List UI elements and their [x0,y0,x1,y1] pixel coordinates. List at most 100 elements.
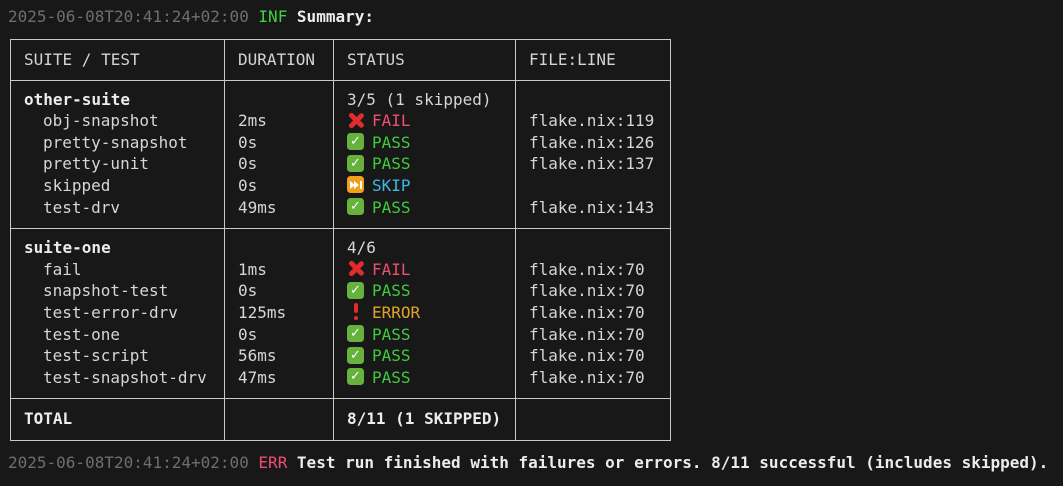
status-label: PASS [372,281,411,301]
skip-forward-icon [347,176,364,194]
test-name-cell: obj-snapshot [10,110,225,132]
header-suite-test: SUITE / TEST [10,39,225,81]
check-mark-icon [347,325,364,343]
test-name-cell: snapshot-test [10,280,225,302]
status-label: PASS [372,132,411,152]
duration-cell: 49ms [224,196,334,229]
file-line-cell: flake.nix:143 [515,196,671,229]
file-line-cell: flake.nix:137 [515,153,671,175]
duration-cell: 47ms [224,366,334,399]
status-cell: ERROR [333,301,516,324]
test-row: fail 1ms FAIL flake.nix:70 [10,258,671,281]
suite-duration-cell [224,228,334,259]
test-name-cell: test-one [10,323,225,346]
check-mark-icon [347,133,364,151]
status-cell: PASS [333,196,516,229]
file-line-cell: flake.nix:70 [515,323,671,346]
duration-cell: 0s [224,280,334,302]
log-level-info: INF [258,7,288,26]
suite-section: suite-one 4/6 fail 1ms FAIL flake.nix:70 snaps… [10,228,671,399]
log-level-error: ERR [258,452,288,472]
check-mark-icon [347,154,364,172]
summary-table: SUITE / TEST DURATION STATUS FILE:LINE o… [10,39,671,441]
file-line-cell: flake.nix:70 [515,345,671,367]
total-duration-cell [224,398,334,441]
check-mark-icon [347,198,364,216]
suite-duration-cell [224,80,334,111]
test-name-cell: test-error-drv [10,301,225,324]
total-file-cell [515,398,671,441]
status-label: PASS [372,346,411,366]
status-label: FAIL [372,111,411,131]
file-line-cell: flake.nix:119 [515,110,671,132]
log-timestamp: 2025-06-08T20:41:24+02:00 [8,7,249,26]
suite-name-cell: other-suite [10,80,225,111]
file-line-cell [515,174,671,197]
total-summary-cell: 8/11 (1 SKIPPED) [333,398,516,441]
file-line-cell: flake.nix:70 [515,258,671,281]
suite-section: other-suite 3/5 (1 skipped) obj-snapshot 2m… [10,80,671,229]
test-name-cell: fail [10,258,225,281]
test-name-cell: pretty-unit [10,153,225,175]
table-header: SUITE / TEST DURATION STATUS FILE:LINE [10,39,671,81]
test-name-cell: skipped [10,174,225,197]
status-label: FAIL [372,259,411,279]
test-row: skipped 0s SKIP [10,174,671,197]
duration-cell: 125ms [224,301,334,324]
test-name-cell: test-snapshot-drv [10,366,225,399]
status-cell: FAIL [333,110,516,132]
status-cell: PASS [333,323,516,346]
cross-mark-icon [347,260,364,277]
suite-header-row: suite-one 4/6 [10,228,671,259]
suite-file-cell [515,80,671,111]
file-line-cell: flake.nix:126 [515,131,671,154]
cross-mark-icon [347,112,364,129]
status-cell: FAIL [333,258,516,281]
duration-cell: 0s [224,153,334,175]
status-cell: PASS [333,131,516,154]
check-mark-icon [347,281,364,299]
log-message: Test run finished with failures or error… [296,452,1049,472]
total-row: TOTAL 8/11 (1 SKIPPED) [10,398,671,441]
suite-name-cell: suite-one [10,228,225,259]
summary-log-line: 2025-06-08T20:41:24+02:00 INF Summary: [0,0,1063,26]
file-line-cell: flake.nix:70 [515,280,671,302]
test-name-cell: pretty-snapshot [10,131,225,154]
status-cell: PASS [333,366,516,399]
check-mark-icon [347,346,364,364]
file-line-cell: flake.nix:70 [515,301,671,324]
duration-cell: 0s [224,174,334,197]
suite-summary-cell: 4/6 [333,228,516,259]
log-message: Summary: [296,7,374,26]
header-duration: DURATION [224,39,334,81]
log-timestamp: 2025-06-08T20:41:24+02:00 [8,452,249,472]
total-label-cell: TOTAL [10,398,225,441]
duration-cell: 0s [224,131,334,154]
status-label: PASS [372,197,411,217]
duration-cell: 2ms [224,110,334,132]
result-log-line: 2025-06-08T20:41:24+02:00 ERR Test run f… [0,453,1063,472]
duration-cell: 0s [224,323,334,346]
header-file-line: FILE:LINE [515,39,671,81]
test-name-cell: test-script [10,345,225,367]
header-row: SUITE / TEST DURATION STATUS FILE:LINE [10,39,671,81]
status-label: ERROR [372,302,421,322]
header-status: STATUS [333,39,516,81]
test-row: test-error-drv 125ms ERROR flake.nix:70 [10,301,671,324]
status-cell: PASS [333,153,516,175]
status-label: PASS [372,324,411,344]
suite-summary-cell: 3/5 (1 skipped) [333,80,516,111]
status-label: SKIP [372,175,411,195]
table-footer: TOTAL 8/11 (1 SKIPPED) [10,398,671,441]
duration-cell: 56ms [224,345,334,367]
duration-cell: 1ms [224,258,334,281]
exclamation-mark-icon [347,303,364,321]
suite-file-cell [515,228,671,259]
status-label: PASS [372,154,411,174]
